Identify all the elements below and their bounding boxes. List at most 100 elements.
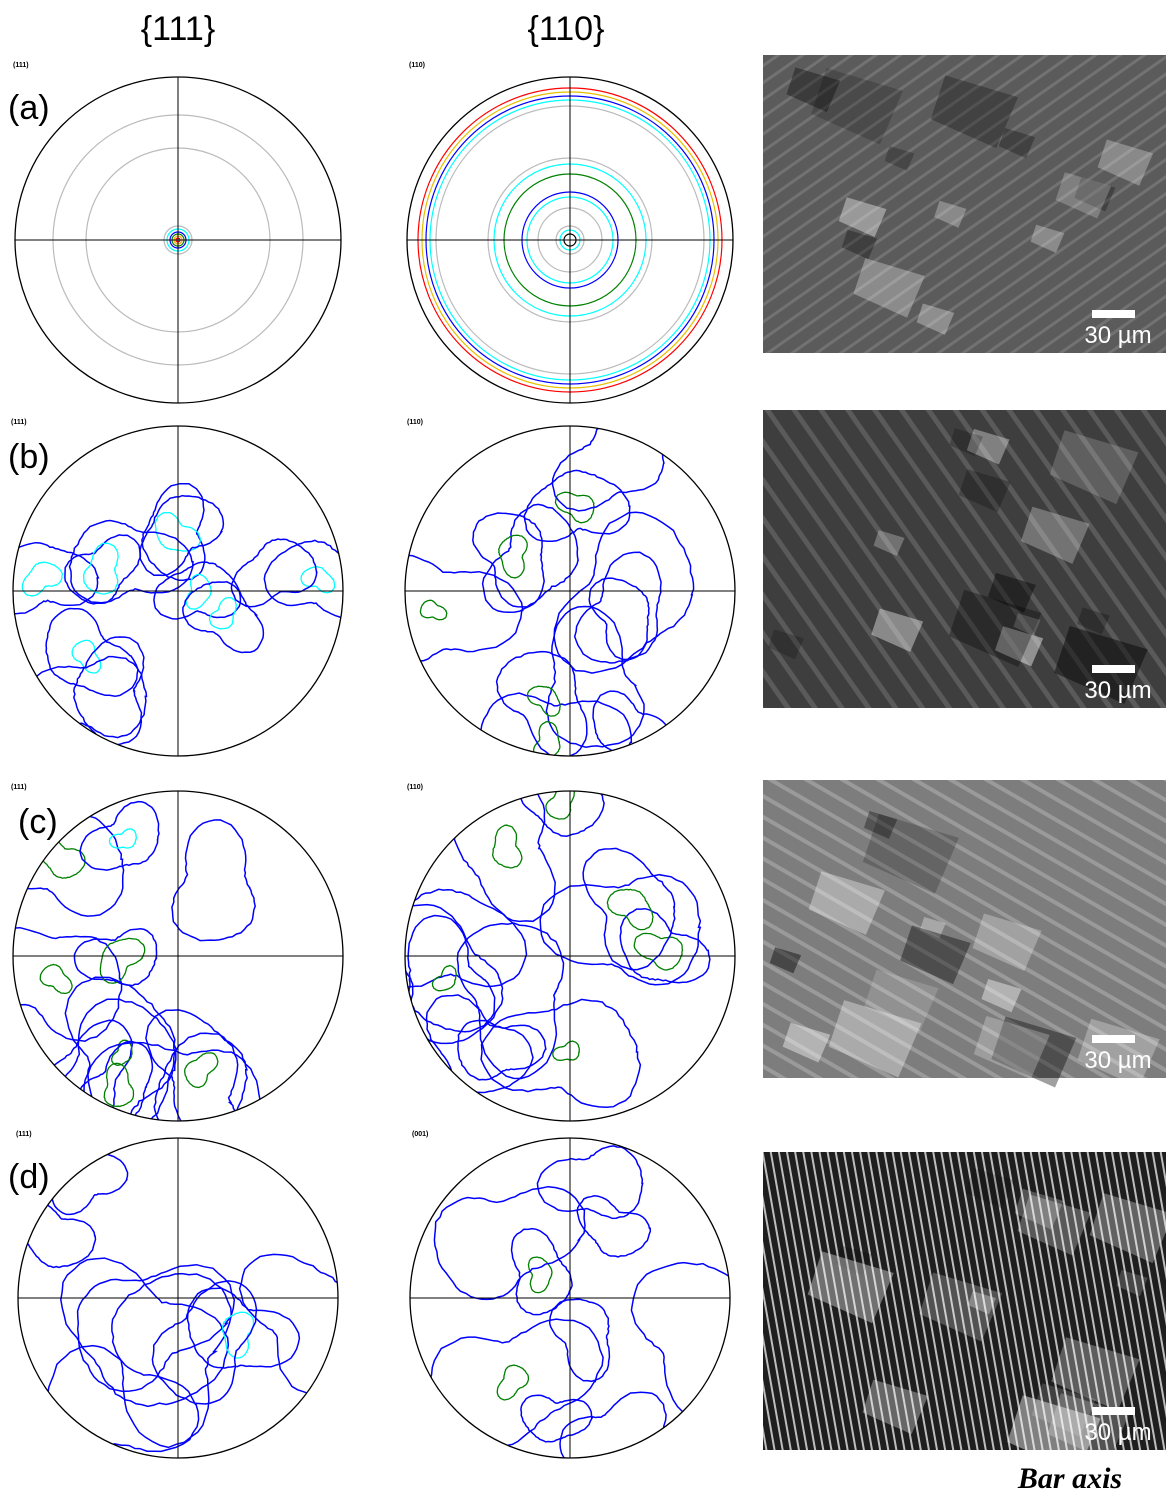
pole-figure bbox=[405, 426, 735, 756]
contour bbox=[13, 926, 123, 1042]
contour bbox=[21, 561, 64, 597]
grain bbox=[828, 1000, 922, 1078]
grain bbox=[965, 1168, 1015, 1209]
grain bbox=[995, 626, 1044, 667]
contour bbox=[554, 491, 595, 524]
plots bbox=[12, 76, 736, 1459]
contour bbox=[405, 888, 528, 988]
grain bbox=[1014, 1188, 1064, 1230]
grain bbox=[1054, 625, 1148, 704]
contour bbox=[185, 573, 213, 610]
contour bbox=[496, 1364, 530, 1401]
pole-figure-border bbox=[14, 76, 342, 404]
row-label: (c) bbox=[18, 803, 58, 841]
contour bbox=[619, 907, 711, 984]
contour bbox=[573, 551, 662, 664]
contour bbox=[592, 690, 672, 756]
grain bbox=[807, 1251, 894, 1324]
grain bbox=[884, 146, 915, 171]
contour bbox=[553, 511, 695, 674]
contour bbox=[425, 994, 534, 1094]
row-label: (d) bbox=[8, 1158, 50, 1196]
contour bbox=[39, 963, 73, 995]
contour bbox=[548, 1298, 611, 1383]
pole-figure-border bbox=[12, 790, 344, 1122]
grain bbox=[934, 200, 967, 228]
pole-figure-label: (111) bbox=[11, 784, 27, 791]
contour bbox=[13, 541, 100, 615]
column-header: {111} bbox=[141, 10, 215, 48]
contour bbox=[539, 873, 702, 986]
grain bbox=[769, 947, 802, 974]
contour bbox=[633, 932, 684, 971]
scale-bar bbox=[1092, 1407, 1135, 1415]
pole-figure bbox=[15, 77, 341, 403]
grain bbox=[972, 913, 1042, 972]
grain bbox=[1030, 224, 1065, 253]
contour bbox=[171, 819, 256, 942]
contour bbox=[64, 976, 177, 1121]
pole-figure-border bbox=[409, 1137, 731, 1459]
contour bbox=[630, 1261, 730, 1425]
grain bbox=[1089, 1193, 1169, 1264]
grain bbox=[948, 589, 1042, 668]
contour bbox=[491, 824, 523, 869]
contour bbox=[103, 1062, 135, 1108]
contour bbox=[517, 791, 605, 837]
grain bbox=[973, 1015, 1050, 1080]
grain bbox=[811, 68, 903, 145]
grain bbox=[1051, 1337, 1140, 1411]
grain bbox=[988, 572, 1036, 613]
contour bbox=[472, 512, 545, 608]
grain bbox=[1097, 139, 1154, 186]
grain bbox=[838, 197, 887, 238]
grain bbox=[1116, 1270, 1148, 1297]
grain bbox=[808, 871, 885, 935]
contour bbox=[419, 599, 448, 621]
contour bbox=[208, 596, 237, 630]
contour bbox=[480, 998, 642, 1109]
contour bbox=[407, 914, 496, 1033]
contour bbox=[527, 1256, 553, 1294]
grain bbox=[916, 303, 955, 335]
pole-figure-border bbox=[404, 425, 736, 757]
grain bbox=[966, 428, 1010, 465]
grain bbox=[786, 67, 841, 113]
grain bbox=[862, 1379, 928, 1435]
grain bbox=[1007, 1395, 1101, 1474]
contour bbox=[99, 937, 146, 984]
scale-bar-label: 30 µm bbox=[1084, 1419, 1151, 1446]
contour bbox=[456, 922, 565, 1080]
contour bbox=[221, 1311, 255, 1359]
contour bbox=[263, 539, 343, 620]
contour bbox=[73, 636, 145, 746]
grain bbox=[1049, 430, 1139, 505]
contour bbox=[453, 791, 556, 923]
axis-note: Bar axis bbox=[1017, 1462, 1122, 1495]
contour bbox=[457, 1019, 547, 1081]
contour bbox=[36, 837, 86, 879]
contour bbox=[64, 534, 142, 605]
grain bbox=[1017, 1194, 1091, 1256]
grain bbox=[919, 916, 946, 939]
scale-bar bbox=[1092, 310, 1135, 318]
micrograph bbox=[763, 410, 1166, 708]
grain bbox=[841, 229, 878, 260]
contour bbox=[433, 1185, 586, 1301]
contour bbox=[405, 553, 524, 667]
grain bbox=[864, 969, 939, 1032]
contour bbox=[79, 800, 160, 871]
contour bbox=[552, 1040, 581, 1062]
contour bbox=[60, 1257, 230, 1408]
pole-figure bbox=[13, 791, 343, 1121]
scale-bar-label: 30 µm bbox=[1084, 1047, 1151, 1074]
pole-figure bbox=[13, 426, 343, 756]
grain bbox=[1013, 613, 1041, 636]
pole-figure-label: (110) bbox=[407, 419, 423, 426]
contour bbox=[186, 1287, 301, 1369]
contour bbox=[523, 469, 631, 543]
contour bbox=[300, 565, 336, 594]
contour bbox=[51, 1152, 129, 1216]
grain bbox=[981, 978, 1022, 1013]
grain bbox=[1031, 1383, 1096, 1437]
